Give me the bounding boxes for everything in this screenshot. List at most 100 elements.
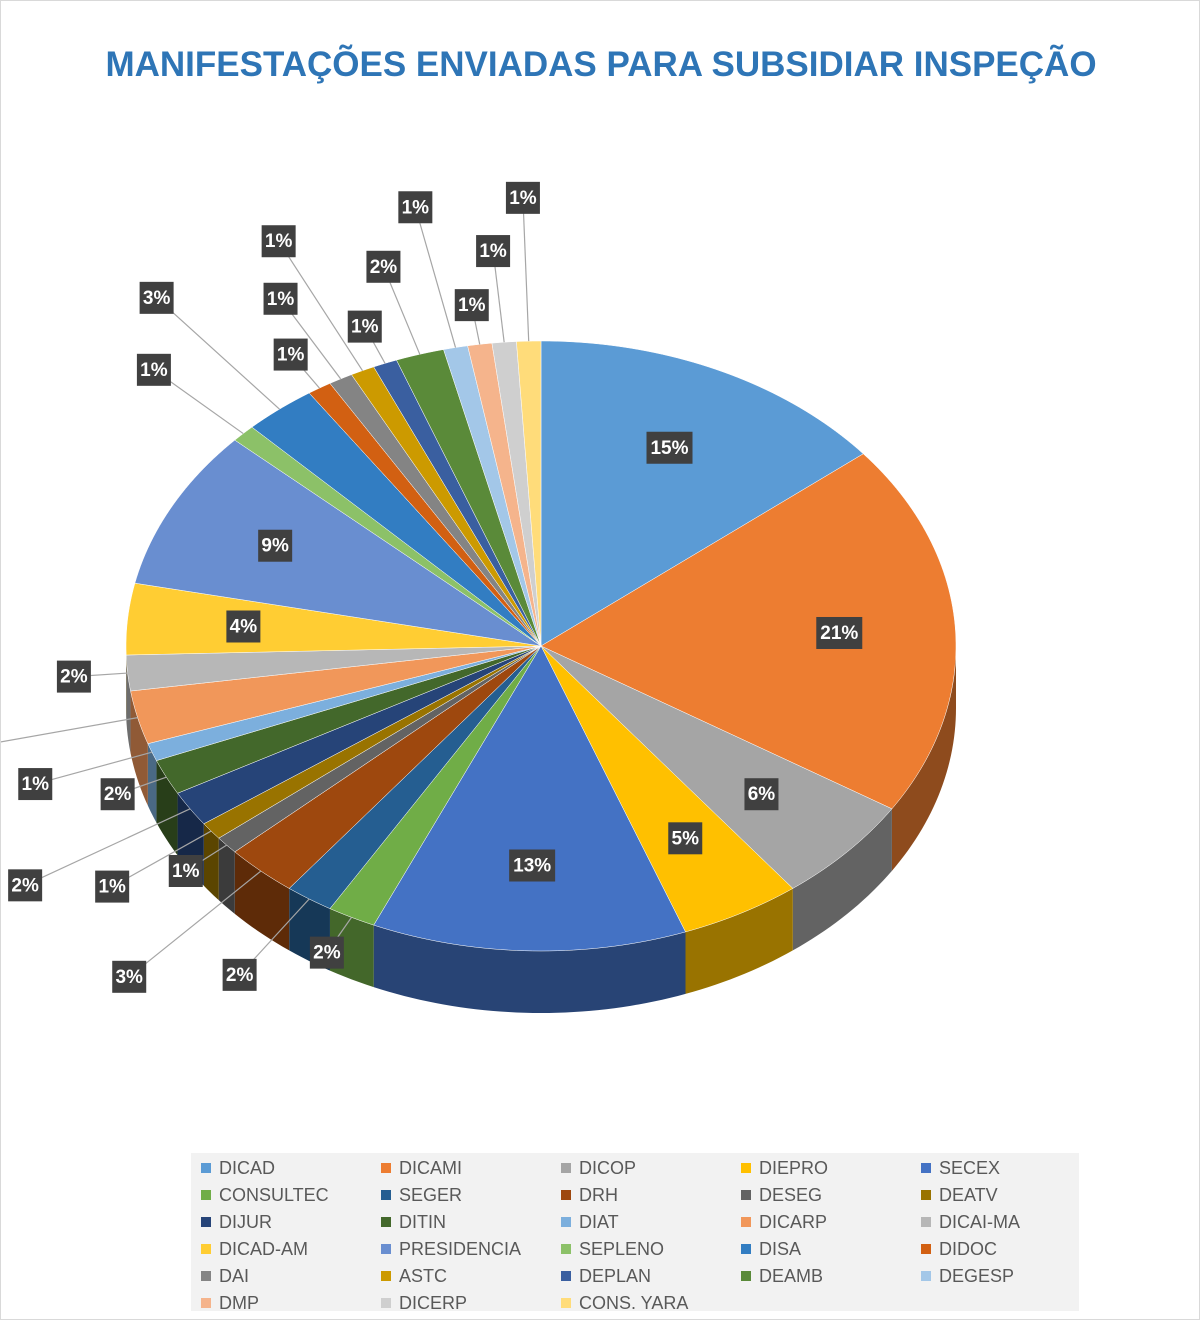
legend-swatch <box>561 1271 571 1281</box>
slice <box>540 645 893 889</box>
leader-line <box>128 870 262 978</box>
data-label: 1% <box>172 861 200 882</box>
data-label: 2% <box>226 965 254 986</box>
legend-swatch <box>381 1244 391 1254</box>
legend-swatch <box>201 1163 211 1173</box>
leader-line <box>278 240 364 371</box>
data-label-bg <box>56 660 91 693</box>
slice <box>373 645 686 952</box>
legend-swatch <box>561 1298 571 1308</box>
legend-swatch <box>921 1190 931 1200</box>
slice <box>234 645 542 889</box>
data-label: 1% <box>458 295 486 316</box>
data-label: 1% <box>509 188 537 209</box>
legend-label: DIJUR <box>219 1212 272 1232</box>
data-label-bg <box>816 616 863 649</box>
legend-label: SECEX <box>939 1158 1000 1178</box>
legend-label: DITIN <box>399 1212 446 1232</box>
slice <box>540 453 957 810</box>
legend-swatch <box>741 1271 751 1281</box>
legend-label: DEATV <box>939 1185 998 1205</box>
data-label: 4% <box>230 617 258 638</box>
legend-swatch <box>201 1244 211 1254</box>
slice-side <box>234 851 290 951</box>
slice <box>177 645 542 825</box>
data-label-bg <box>261 225 296 258</box>
legend-label: DEAMB <box>759 1266 823 1286</box>
slice <box>540 340 864 647</box>
legend-label: DRH <box>579 1185 618 1205</box>
legend-swatch <box>921 1271 931 1281</box>
data-label-bg <box>226 610 261 643</box>
slice-side <box>685 888 793 994</box>
legend-label: ASTC <box>399 1266 447 1286</box>
slice <box>540 645 794 933</box>
data-label: 3% <box>115 967 143 988</box>
slice <box>130 645 542 744</box>
data-label-bg <box>8 869 43 902</box>
data-label-bg <box>509 849 556 882</box>
legend-swatch <box>561 1217 571 1227</box>
chart-title: MANIFESTAÇÕES ENVIADAS PARA SUBSIDIAR IN… <box>105 45 1097 84</box>
data-label-bg <box>168 854 203 887</box>
data-label-bg <box>505 181 540 214</box>
legend-swatch <box>741 1244 751 1254</box>
data-label: 1% <box>267 289 295 310</box>
legend-label: SEGER <box>399 1185 462 1205</box>
legend-label: CONS. YARA <box>579 1293 688 1313</box>
data-label: 21% <box>820 623 858 644</box>
legend-swatch <box>201 1271 211 1281</box>
legend-swatch <box>381 1163 391 1173</box>
data-label: 2% <box>370 257 398 278</box>
slice-side <box>203 823 219 901</box>
data-label-bg <box>309 936 344 969</box>
data-label-bg <box>100 778 135 811</box>
legend-label: DICAD <box>219 1158 275 1178</box>
data-label-bg <box>454 289 489 322</box>
slice <box>288 645 542 909</box>
legend-label: DEGESP <box>939 1266 1014 1286</box>
data-label-bg <box>744 778 779 811</box>
slice <box>134 439 542 647</box>
legend-label: DAI <box>219 1266 249 1286</box>
legend-swatch <box>201 1298 211 1308</box>
data-label-bg <box>668 822 703 855</box>
legend-swatch <box>381 1298 391 1308</box>
data-label-bg <box>95 870 130 903</box>
legend-label: DICERP <box>399 1293 467 1313</box>
legend-swatch <box>741 1163 751 1173</box>
legend-swatch <box>561 1190 571 1200</box>
legend-label: DICAI-MA <box>939 1212 1020 1232</box>
data-label: 2% <box>104 784 132 805</box>
data-label-bg <box>112 960 147 993</box>
legend-label: CONSULTEC <box>219 1185 329 1205</box>
slice <box>156 645 542 794</box>
legend-swatch <box>381 1271 391 1281</box>
data-label: 2% <box>60 667 88 688</box>
data-label-bg <box>273 338 308 371</box>
leader-line <box>1 717 138 743</box>
data-label-bg <box>366 250 401 283</box>
data-label: 1% <box>98 877 126 898</box>
leader-line <box>156 297 280 410</box>
legend-label: DISA <box>759 1239 801 1259</box>
legend-label: PRESIDENCIA <box>399 1239 521 1259</box>
data-label-bg <box>222 958 257 991</box>
data-label-bg <box>258 529 293 562</box>
data-label-bg <box>347 310 382 343</box>
leader-line <box>414 207 457 348</box>
leader-line <box>24 808 191 886</box>
legend-label: SEPLENO <box>579 1239 664 1259</box>
data-label: 9% <box>261 536 289 557</box>
slice <box>396 349 542 647</box>
legend-label: DESEG <box>759 1185 822 1205</box>
legend-label: DEPLAN <box>579 1266 651 1286</box>
data-label: 13% <box>513 856 551 877</box>
legend-swatch <box>201 1217 211 1227</box>
legend-swatch <box>921 1163 931 1173</box>
data-label-bg <box>136 353 171 386</box>
slice-side <box>147 743 157 823</box>
legend-label: DICAMI <box>399 1158 462 1178</box>
